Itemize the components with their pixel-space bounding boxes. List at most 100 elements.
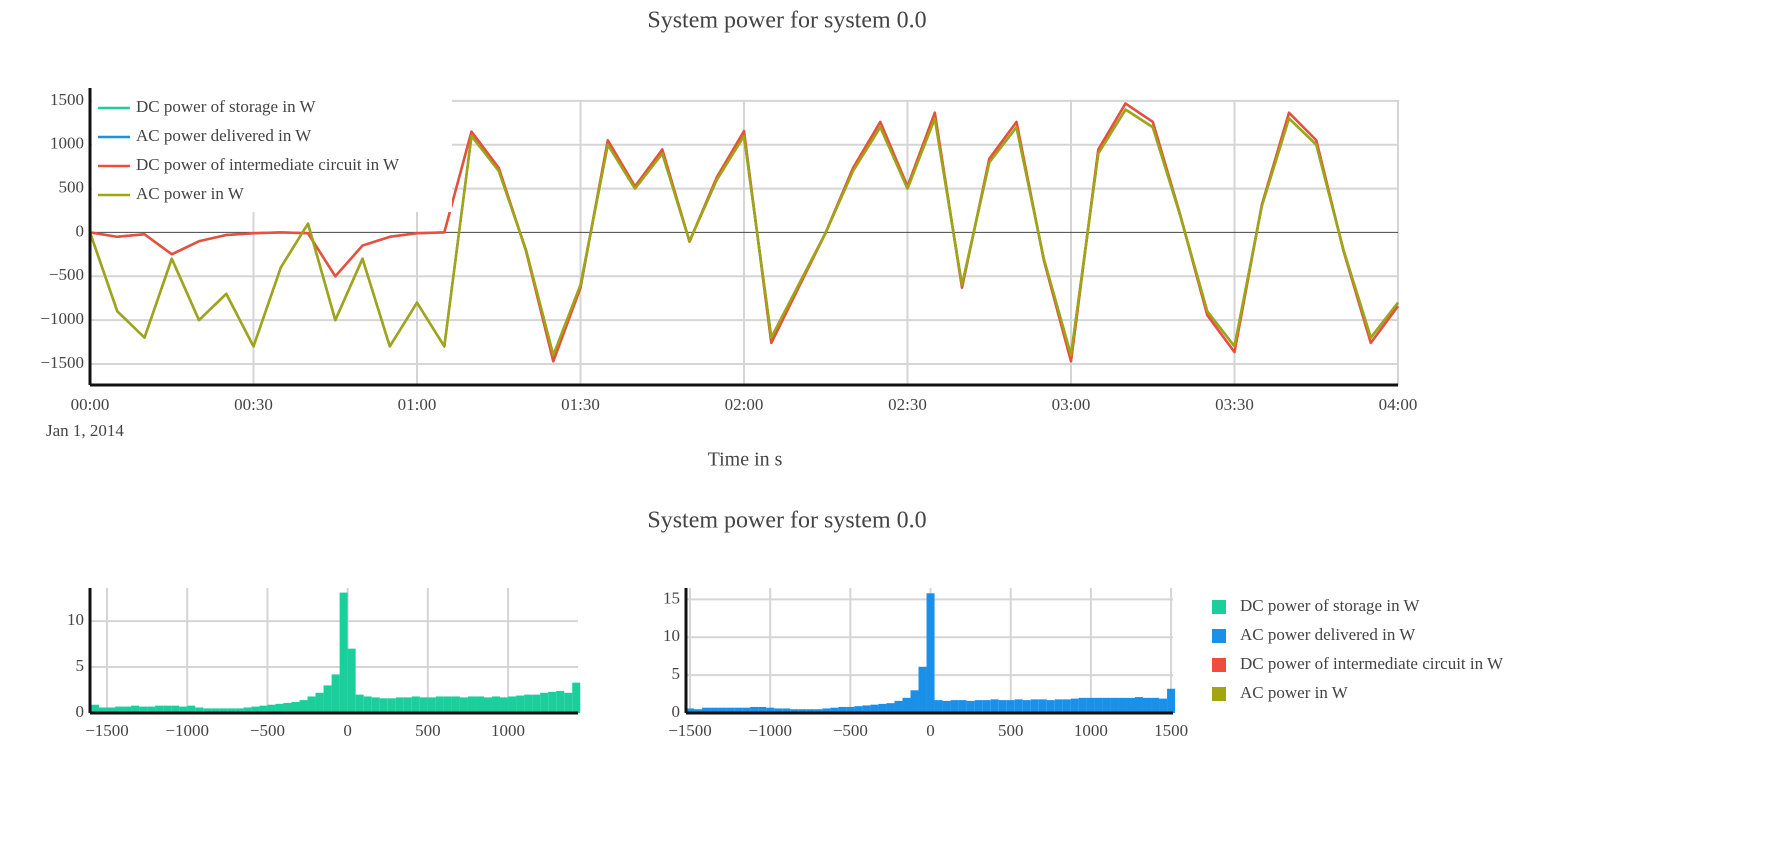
- histogram-bar: [870, 704, 879, 713]
- x-tick-label: −1000: [165, 721, 209, 740]
- y-tick-label: 0: [672, 702, 681, 721]
- histogram-bar: [564, 692, 573, 713]
- histogram-bar: [1006, 700, 1015, 713]
- histogram-bar: [718, 707, 727, 713]
- x-tick-label: 03:30: [1215, 395, 1254, 414]
- histogram-bar: [1159, 698, 1168, 713]
- histogram-bar: [435, 696, 444, 713]
- histogram-bar: [910, 690, 919, 713]
- histogram-bar: [556, 690, 565, 713]
- histogram-bar: [1014, 699, 1023, 713]
- histogram-bar: [540, 692, 549, 713]
- histogram-bar: [483, 697, 493, 713]
- histogram-bar: [1167, 688, 1176, 713]
- histogram-bar: [379, 698, 388, 713]
- histogram-bar: [315, 692, 324, 713]
- y-tick-label: −1500: [40, 353, 84, 372]
- histogram-bar: [195, 707, 204, 713]
- histogram-bar: [958, 700, 967, 713]
- histogram-bar: [854, 706, 863, 713]
- histogram-bar: [950, 700, 959, 713]
- histogram-bar: [147, 706, 156, 713]
- y-tick-label: 5: [672, 664, 681, 683]
- histogram-bar: [934, 700, 943, 713]
- histogram-bar: [227, 708, 236, 713]
- histogram-bar: [822, 708, 831, 713]
- x-tick-label: −1500: [85, 721, 129, 740]
- histogram-bar: [886, 703, 895, 713]
- histogram-bar: [734, 707, 743, 713]
- chart-title: System power for system 0.0: [647, 508, 926, 534]
- histogram-bar: [790, 709, 799, 713]
- legend-swatch: [1212, 600, 1226, 614]
- histogram-bar: [363, 696, 372, 713]
- histogram-bar: [750, 706, 759, 713]
- histogram-bar: [998, 700, 1007, 713]
- x-tick-label: 02:00: [725, 395, 764, 414]
- histogram-bar: [918, 666, 927, 713]
- y-tick-label: 1000: [50, 134, 84, 153]
- x-tick-label: 04:00: [1379, 395, 1418, 414]
- histogram-bar: [1046, 700, 1055, 713]
- histogram-bar: [862, 705, 871, 713]
- histogram-bar: [275, 703, 284, 713]
- histogram-bar: [1062, 699, 1071, 713]
- y-tick-label: 0: [76, 702, 85, 721]
- histogram-bar: [123, 706, 132, 713]
- y-tick-label: 15: [663, 588, 680, 607]
- histogram-bar: [710, 707, 719, 713]
- histogram-bar: [1022, 700, 1031, 713]
- histogram-bar: [702, 707, 711, 713]
- legend-label: DC power of storage in W: [1240, 596, 1421, 615]
- histogram-bar: [782, 708, 791, 713]
- histogram-bar: [742, 707, 751, 713]
- histogram-bar: [516, 695, 525, 713]
- legend-label: DC power of storage in W: [136, 97, 317, 116]
- histogram-bar: [403, 697, 412, 713]
- histogram-bar: [830, 707, 839, 713]
- legend-label: DC power of intermediate circuit in W: [136, 155, 400, 174]
- histogram-bar: [766, 707, 775, 713]
- x-date-label: Jan 1, 2014: [46, 421, 124, 440]
- histogram-bar: [259, 705, 268, 713]
- histogram-bar: [107, 707, 116, 713]
- histogram-bar: [371, 697, 380, 713]
- histogram-bar: [942, 700, 951, 713]
- y-tick-label: 10: [663, 626, 680, 645]
- histogram-bar: [1086, 697, 1095, 713]
- legend-swatch: [1212, 658, 1226, 672]
- y-tick-label: 5: [76, 656, 85, 675]
- histogram-bar: [411, 696, 420, 713]
- histogram-bar: [966, 700, 975, 713]
- x-tick-label: 500: [415, 721, 441, 740]
- histogram-bar: [1070, 698, 1079, 713]
- histogram-bar: [115, 706, 124, 713]
- histogram-bar: [443, 696, 452, 713]
- x-tick-label: 01:30: [561, 395, 600, 414]
- histogram-bar: [1151, 697, 1160, 713]
- histogram-bar: [387, 698, 396, 713]
- histogram-bar: [532, 694, 541, 713]
- histogram-bar: [347, 648, 356, 713]
- histogram-bar: [307, 696, 316, 713]
- x-tick-label: 01:00: [398, 395, 437, 414]
- histogram-bar: [508, 696, 517, 713]
- histogram-bar: [902, 697, 911, 713]
- histogram-bar: [339, 592, 348, 713]
- histogram-bar: [982, 700, 991, 713]
- legend-label: AC power delivered in W: [136, 126, 312, 145]
- histogram-bar: [459, 697, 468, 713]
- histogram-bar: [846, 706, 855, 713]
- x-tick-label: −1000: [748, 721, 792, 740]
- histogram-bar: [726, 707, 735, 713]
- histogram-bar: [90, 704, 99, 713]
- histogram-bar: [572, 682, 581, 713]
- histogram-bar: [283, 702, 292, 713]
- histogram-bar: [475, 696, 484, 713]
- histogram-bar: [1118, 697, 1127, 713]
- legend-label: AC power delivered in W: [1240, 625, 1416, 644]
- histogram-bar: [267, 704, 276, 713]
- y-tick-label: 10: [67, 610, 84, 629]
- x-tick-label: −500: [250, 721, 285, 740]
- y-tick-label: −500: [49, 265, 84, 284]
